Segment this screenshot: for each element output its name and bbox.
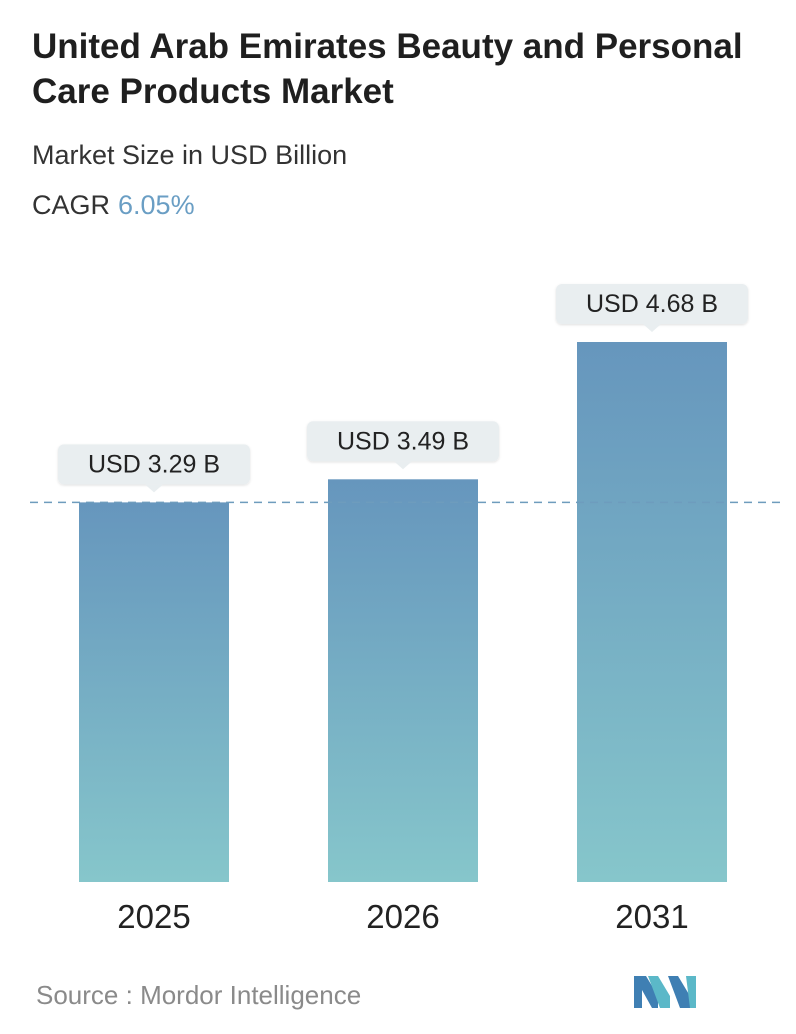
cagr-value: 6.05% [118,190,195,220]
data-label-pointer [643,324,661,332]
bar-chart: USD 3.29 B USD 3.49 B USD 4.68 B 2025 2026 20… [30,284,784,935]
data-label-pointer [145,484,163,493]
data-label-pointer [394,461,412,470]
x-tick-label-2026: 2026 [366,898,439,935]
data-label-2026: USD 3.49 B [307,421,499,470]
data-label-box [307,421,499,462]
data-label-text: USD 3.49 B [337,427,469,455]
bar-2025 [79,502,229,882]
data-label-box [58,444,250,485]
source-credit: Source : Mordor Intelligence [36,980,361,1011]
chart-subtitle: Market Size in USD Billion [32,140,348,170]
data-label-text: USD 3.29 B [88,450,220,478]
bar-2031 [577,342,727,882]
mordor-intelligence-logo [634,976,696,1008]
cagr-row: CAGR 6.05% [32,190,195,221]
data-label-2025: USD 3.29 B [58,444,250,493]
data-label-box [556,284,748,324]
chart-title: United Arab Emirates Beauty and Personal… [32,27,743,111]
bar-2026 [328,479,478,882]
source-label: Source : [36,980,133,1010]
source-name: Mordor Intelligence [140,980,362,1010]
x-tick-label-2025: 2025 [117,898,190,935]
cagr-label: CAGR [32,190,111,220]
data-label-text: USD 4.68 B [586,290,718,318]
x-tick-label-2031: 2031 [615,898,688,935]
data-label-2031: USD 4.68 B [556,284,748,332]
